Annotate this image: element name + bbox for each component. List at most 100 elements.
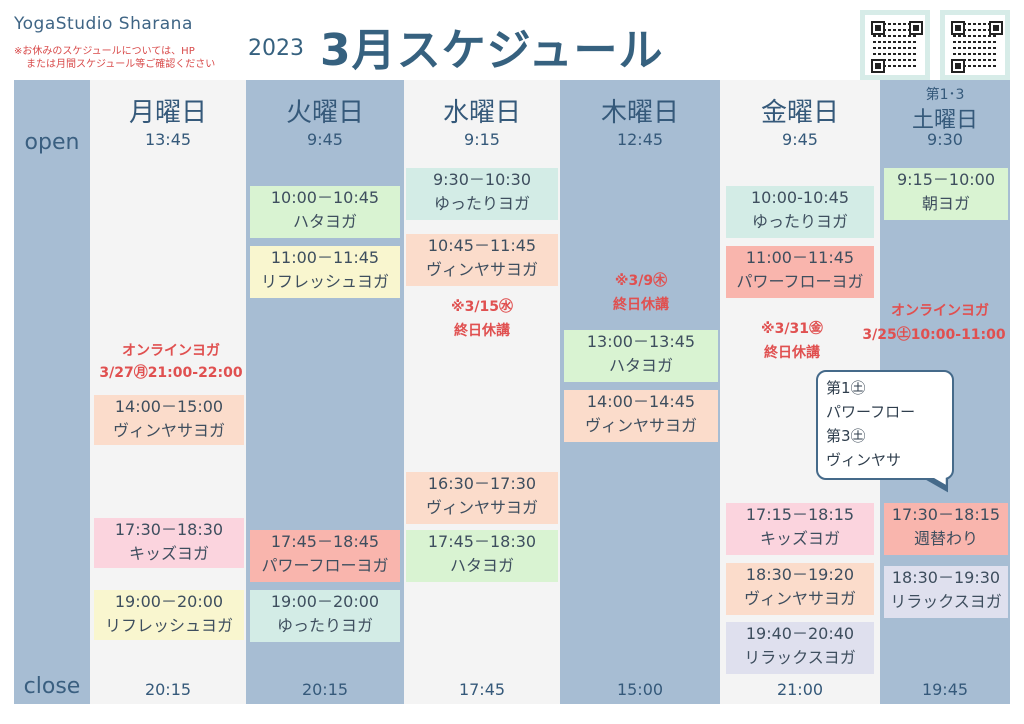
open-time: 9:45: [782, 130, 818, 149]
class-block[interactable]: 11:00－11:45 リフレッシュヨガ: [250, 246, 400, 298]
close-time: 20:15: [144, 680, 192, 699]
class-block[interactable]: 17:15－18:15 キッズヨガ: [726, 503, 874, 555]
qr-code-icon[interactable]: [860, 10, 930, 80]
open-time: 9:45: [307, 130, 343, 149]
close-label: close: [23, 674, 81, 699]
class-time: 19:00－20:00: [270, 592, 380, 611]
class-time: 18:30－19:30: [891, 568, 1001, 587]
class-block[interactable]: 9:15－10:00 朝ヨガ: [884, 168, 1008, 220]
class-block[interactable]: 14:00－14:45 ヴィンヤサヨガ: [564, 390, 718, 442]
class-time: 14:00－14:45: [586, 392, 696, 411]
class-name: ヴィンヤサヨガ: [425, 260, 538, 279]
bubble-line: 第1㊏: [826, 379, 866, 397]
class-block[interactable]: 10:00-10:45 ゆったりヨガ: [726, 186, 874, 238]
class-name: リラックスヨガ: [744, 648, 856, 667]
open-label: open: [24, 130, 80, 155]
studio-brand: YogaStudio Sharana: [14, 14, 193, 34]
bubble-line: 第3㊏: [826, 427, 866, 445]
class-name: リラックスヨガ: [890, 592, 1002, 611]
class-time: 19:40－20:40: [745, 624, 855, 643]
class-time: 10:00－10:45: [270, 188, 380, 207]
class-time: 11:00－11:45: [270, 248, 380, 267]
class-time: 17:45－18:45: [270, 532, 380, 551]
class-block[interactable]: 18:30－19:30 リラックスヨガ: [884, 566, 1008, 618]
class-name: ゆったりヨガ: [751, 212, 848, 231]
class-time: 10:00-10:45: [751, 188, 849, 207]
day-name: 木曜日: [600, 98, 679, 128]
class-name: ヴィンヤサヨガ: [112, 421, 225, 440]
class-name: ヴィンヤサヨガ: [584, 416, 697, 435]
close-time: 17:45: [458, 680, 506, 699]
open-time: 13:45: [144, 130, 192, 149]
holiday-note-line1: ※お休みのスケジュールについては、HP: [14, 46, 195, 57]
close-time: 19:45: [921, 680, 969, 699]
class-name: ハタヨガ: [449, 556, 514, 575]
closure-notice-text: 終日休講: [613, 297, 669, 313]
class-time: 16:30－17:30: [427, 474, 537, 493]
closure-notice-text: 終日休講: [454, 323, 510, 339]
online-notice-title: オンラインヨガ: [122, 343, 220, 359]
close-time: 21:00: [776, 680, 824, 699]
class-block[interactable]: 10:45－11:45 ヴィンヤサヨガ: [406, 234, 558, 286]
bubble-line: ヴィンヤサ: [826, 451, 902, 469]
open-time: 12:45: [616, 130, 664, 149]
class-name: 朝ヨガ: [921, 194, 970, 213]
holiday-note-line2: または月間スケジュール等ご確認ください: [26, 59, 216, 70]
online-notice-date: 3/25㊏10:00-11:00: [862, 327, 1006, 343]
time-side-column: [14, 80, 90, 704]
class-time: 14:00－15:00: [114, 397, 224, 416]
class-block[interactable]: 17:45－18:45 パワーフローヨガ: [250, 530, 400, 582]
closure-notice-text: 終日休講: [764, 345, 820, 361]
class-block[interactable]: 17:30－18:15 週替わり: [884, 503, 1008, 555]
class-block[interactable]: 10:00－10:45 ハタヨガ: [250, 186, 400, 238]
close-time: 15:00: [616, 680, 664, 699]
class-name: リフレッシュヨガ: [104, 616, 233, 635]
class-block[interactable]: 19:00－20:00 リフレッシュヨガ: [94, 590, 244, 640]
class-block[interactable]: 18:30－19:20 ヴィンヤサヨガ: [726, 563, 874, 615]
class-name: ヴィンヤサヨガ: [425, 498, 538, 517]
bubble-line: パワーフロー: [826, 403, 916, 421]
day-name: 金曜日: [760, 98, 839, 128]
class-time: 17:45－18:30: [427, 532, 537, 551]
class-block[interactable]: 9:30－10:30 ゆったりヨガ: [406, 168, 558, 220]
class-block[interactable]: 19:00－20:00 ゆったりヨガ: [250, 590, 400, 642]
class-time: 11:00－11:45: [745, 248, 855, 267]
class-block[interactable]: 13:00－13:45 ハタヨガ: [564, 330, 718, 382]
class-block[interactable]: 16:30－17:30 ヴィンヤサヨガ: [406, 472, 558, 524]
class-name: パワーフローヨガ: [261, 556, 389, 575]
class-time: 10:45－11:45: [427, 236, 537, 255]
class-name: キッズヨガ: [759, 529, 840, 548]
online-notice-title: オンラインヨガ: [891, 303, 989, 319]
class-name: ハタヨガ: [608, 356, 673, 375]
day-name-prefix: 第1･3: [925, 87, 965, 103]
class-time: 18:30－19:20: [745, 565, 855, 584]
class-block[interactable]: 19:40－20:40 リラックスヨガ: [726, 622, 874, 674]
class-time: 17:30－18:30: [114, 520, 224, 539]
qr-code-icon[interactable]: [940, 10, 1010, 80]
schedule-year: 2023: [248, 36, 304, 61]
online-notice-date: 3/27㊊21:00-22:00: [99, 365, 243, 381]
class-name: ハタヨガ: [292, 212, 357, 231]
class-time: 17:15－18:15: [745, 505, 855, 524]
class-name: ゆったりヨガ: [433, 194, 530, 213]
day-name: 月曜日: [128, 98, 207, 128]
close-time: 20:15: [301, 680, 349, 699]
class-time: 9:30－10:30: [432, 170, 532, 189]
class-time: 17:30－18:15: [891, 505, 1001, 524]
day-name: 土曜日: [911, 108, 978, 133]
page-title: 3月スケジュール: [320, 25, 664, 76]
class-name: パワーフローヨガ: [736, 272, 864, 291]
class-time: 13:00－13:45: [586, 332, 696, 351]
class-name: リフレッシュヨガ: [260, 272, 389, 291]
open-time: 9:30: [927, 130, 963, 149]
class-block[interactable]: 14:00－15:00 ヴィンヤサヨガ: [94, 395, 244, 445]
class-block[interactable]: 17:45－18:30 ハタヨガ: [406, 530, 558, 582]
day-name: 水曜日: [442, 98, 521, 128]
closure-notice-date: ※3/9㊍: [614, 273, 668, 289]
closure-notice-date: ※3/31㊎: [761, 321, 823, 337]
class-block[interactable]: 11:00－11:45 パワーフローヨガ: [726, 246, 874, 298]
class-time: 19:00－20:00: [114, 592, 224, 611]
class-name: ゆったりヨガ: [276, 616, 373, 635]
class-block[interactable]: 17:30－18:30 キッズヨガ: [94, 518, 244, 568]
alternating-class-bubble: 第1㊏ パワーフロー 第3㊏ ヴィンヤサ: [816, 370, 954, 480]
